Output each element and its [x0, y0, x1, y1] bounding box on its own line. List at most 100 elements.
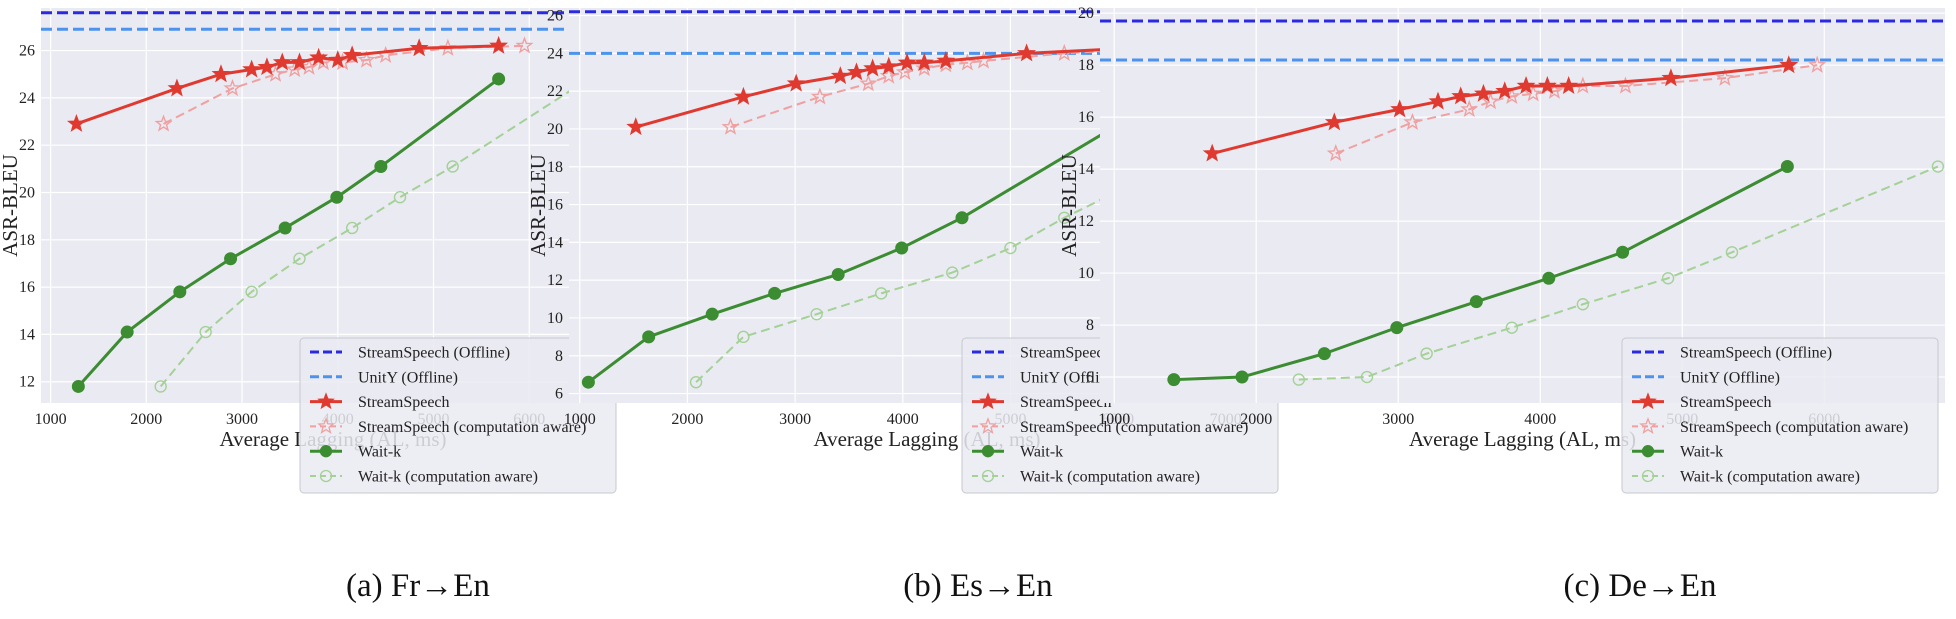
y-axis-label: ASR-BLEU — [0, 154, 22, 257]
stream-ca-point — [1808, 55, 1827, 73]
waitk-ca-point — [1292, 373, 1306, 386]
stream-point — [66, 113, 86, 132]
waitk-line — [77, 77, 500, 388]
legend-marker-3 — [1639, 417, 1657, 434]
waitk-point — [224, 252, 238, 266]
waitk-ca-point — [737, 330, 750, 344]
x-tick-label: 1000 — [35, 411, 67, 428]
waitk-point — [1317, 347, 1331, 361]
legend-label-3: StreamSpeech (computation aware) — [1020, 419, 1248, 436]
waitk-point — [173, 285, 187, 299]
legend-label-1: UnitY (Offline) — [1680, 369, 1780, 386]
stream-ca-point — [515, 36, 534, 54]
stream-point — [1495, 81, 1515, 100]
stream-point — [409, 38, 429, 57]
waitk-ca-point — [810, 307, 823, 321]
waitk-ca-point — [446, 160, 459, 173]
legend-label-1: UnitY (Offline) — [1020, 369, 1120, 386]
stream-point — [1202, 143, 1222, 162]
stream-point — [1779, 55, 1799, 74]
stream-line — [75, 44, 499, 126]
y-tick-label: 24 — [547, 45, 563, 62]
waitk-point — [1469, 295, 1483, 309]
y-axis-label: ASR-BLEU — [526, 154, 550, 257]
waitk-point — [1780, 160, 1794, 174]
waitk-ca-point — [393, 191, 407, 204]
legend-label-2: StreamSpeech — [1020, 394, 1112, 411]
waitk-ca-point — [946, 266, 959, 279]
stream-point — [897, 52, 917, 71]
waitk-ca-point — [154, 380, 167, 393]
legend-label-5: Wait-k (computation aware) — [1020, 469, 1200, 486]
stream-point — [1559, 76, 1579, 94]
stream-ca-point — [357, 50, 376, 68]
stream-point — [1451, 86, 1471, 105]
x-tick-label: 2000 — [1240, 411, 1272, 428]
waitk-point — [705, 307, 719, 321]
waitk-point — [1542, 271, 1556, 285]
stream-point — [1017, 43, 1037, 62]
legend-marker-2 — [1639, 392, 1657, 410]
stream-point — [936, 50, 956, 69]
stream-point — [328, 50, 348, 69]
waitk-point — [492, 72, 506, 86]
legend-marker-5 — [1641, 469, 1655, 483]
stream-ca-point — [1403, 112, 1422, 131]
waitk-line — [587, 112, 1138, 384]
waitk-ca-point — [1661, 272, 1675, 285]
legend-label-0: StreamSpeech (Offline) — [358, 345, 510, 362]
y-tick-label: 8 — [1086, 317, 1094, 334]
waitk-ca-line — [159, 78, 590, 388]
legend-marker-5 — [981, 469, 995, 483]
waitk-point — [895, 241, 909, 255]
stream-point — [257, 57, 277, 76]
stream-point — [342, 45, 362, 64]
waitk-line — [1173, 165, 1789, 382]
stream-point — [309, 47, 329, 66]
legend-label-2: StreamSpeech — [358, 394, 450, 411]
stream-point — [1324, 112, 1344, 131]
stream-point — [626, 117, 646, 136]
legend-marker-4 — [1641, 445, 1655, 458]
plot-area — [41, 8, 625, 403]
stream-point — [211, 64, 231, 83]
stream-point — [879, 56, 899, 75]
caption-b: (b) Es→En — [903, 568, 1053, 604]
y-tick-label: 12 — [19, 374, 35, 391]
y-tick-label: 14 — [19, 326, 35, 343]
waitk-ca-point — [689, 376, 703, 389]
waitk-ca-point — [1420, 347, 1433, 360]
stream-point — [489, 35, 509, 54]
legend-label-4: Wait-k — [1020, 444, 1063, 461]
y-tick-label: 22 — [19, 137, 35, 154]
stream-ca-point — [810, 87, 829, 105]
stream-ca-point — [1481, 92, 1500, 110]
waitk-point — [831, 267, 845, 281]
waitk-point — [1167, 373, 1181, 387]
y-tick-label: 22 — [547, 83, 563, 100]
y-tick-label: 18 — [19, 232, 35, 249]
y-tick-label: 8 — [555, 348, 563, 365]
legend-marker-3 — [979, 417, 997, 434]
y-tick-label: 10 — [547, 310, 563, 327]
stream-point — [914, 52, 934, 71]
y-tick-label: 18 — [547, 159, 563, 176]
x-tick-label: 2000 — [130, 411, 162, 428]
waitk-ca-point — [1725, 246, 1739, 259]
y-tick-label: 12 — [547, 272, 563, 289]
legend: StreamSpeech (Offline) UnitY (Offline) Str… — [299, 337, 617, 494]
x-tick-label: 1000 — [564, 411, 596, 428]
stream-point — [847, 62, 866, 81]
y-tick-label: 16 — [1078, 109, 1094, 126]
waitk-point — [1616, 245, 1630, 259]
stream-point — [272, 52, 292, 71]
stream-ca-point — [1524, 84, 1543, 102]
y-tick-label: 12 — [1078, 213, 1094, 230]
x-tick-label: 2000 — [671, 411, 703, 428]
y-tick-label: 24 — [19, 90, 35, 107]
waitk-ca-point — [1058, 211, 1071, 224]
y-tick-label: 6 — [1086, 369, 1094, 386]
stream-ca-point — [285, 60, 304, 78]
stream-point — [290, 52, 309, 71]
stream-point — [1537, 76, 1557, 94]
